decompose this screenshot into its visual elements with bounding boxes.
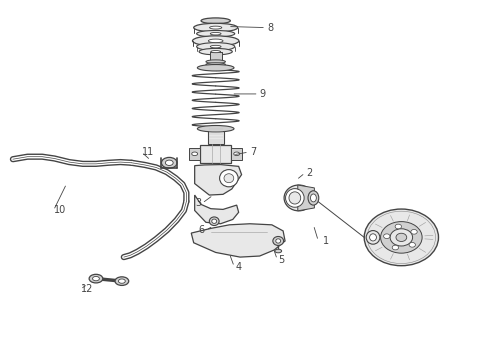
Ellipse shape (192, 152, 197, 156)
Ellipse shape (206, 63, 225, 66)
Ellipse shape (369, 234, 376, 241)
Ellipse shape (165, 160, 173, 166)
Text: 9: 9 (260, 89, 266, 99)
Ellipse shape (409, 243, 416, 247)
Ellipse shape (197, 64, 234, 71)
Ellipse shape (197, 126, 234, 132)
Ellipse shape (210, 45, 221, 48)
Ellipse shape (196, 31, 235, 37)
Ellipse shape (276, 239, 281, 243)
Ellipse shape (193, 36, 239, 46)
Ellipse shape (89, 274, 103, 283)
Text: 6: 6 (199, 225, 205, 235)
Ellipse shape (208, 39, 223, 42)
Ellipse shape (115, 277, 129, 285)
Ellipse shape (395, 224, 401, 229)
Ellipse shape (381, 222, 422, 253)
Ellipse shape (286, 189, 304, 207)
Bar (210, 51, 221, 62)
Text: 8: 8 (267, 23, 273, 33)
Text: 12: 12 (81, 284, 94, 294)
Ellipse shape (210, 26, 222, 29)
Bar (208, 127, 223, 144)
Polygon shape (195, 165, 242, 195)
Ellipse shape (364, 209, 439, 266)
Ellipse shape (308, 191, 319, 205)
Ellipse shape (289, 192, 301, 204)
Ellipse shape (275, 249, 282, 253)
Ellipse shape (212, 219, 217, 224)
Ellipse shape (211, 50, 220, 53)
Text: 11: 11 (143, 147, 155, 157)
Ellipse shape (396, 233, 407, 242)
Ellipse shape (273, 237, 284, 246)
Ellipse shape (311, 194, 317, 202)
Polygon shape (298, 185, 315, 211)
Text: 1: 1 (323, 236, 329, 246)
Ellipse shape (201, 18, 230, 24)
Ellipse shape (210, 32, 221, 35)
Ellipse shape (224, 174, 234, 183)
Ellipse shape (392, 245, 398, 250)
Ellipse shape (206, 60, 225, 63)
Ellipse shape (284, 185, 314, 211)
Text: 5: 5 (278, 255, 285, 265)
Ellipse shape (234, 152, 240, 156)
Ellipse shape (161, 157, 177, 168)
Ellipse shape (390, 229, 413, 246)
Ellipse shape (194, 23, 238, 32)
Polygon shape (195, 195, 239, 224)
Ellipse shape (366, 230, 380, 244)
Text: 4: 4 (235, 262, 242, 272)
Text: 3: 3 (195, 198, 201, 208)
Ellipse shape (209, 217, 219, 226)
Ellipse shape (220, 170, 238, 187)
Polygon shape (189, 148, 200, 160)
Bar (200, 145, 231, 163)
Ellipse shape (196, 42, 235, 50)
Polygon shape (191, 224, 285, 257)
Ellipse shape (411, 229, 417, 234)
Ellipse shape (93, 276, 99, 281)
Ellipse shape (119, 279, 125, 283)
Text: 2: 2 (306, 168, 312, 178)
Ellipse shape (199, 48, 232, 55)
Polygon shape (231, 148, 242, 160)
Text: 7: 7 (250, 147, 256, 157)
Ellipse shape (384, 234, 390, 239)
Text: 10: 10 (54, 206, 67, 216)
